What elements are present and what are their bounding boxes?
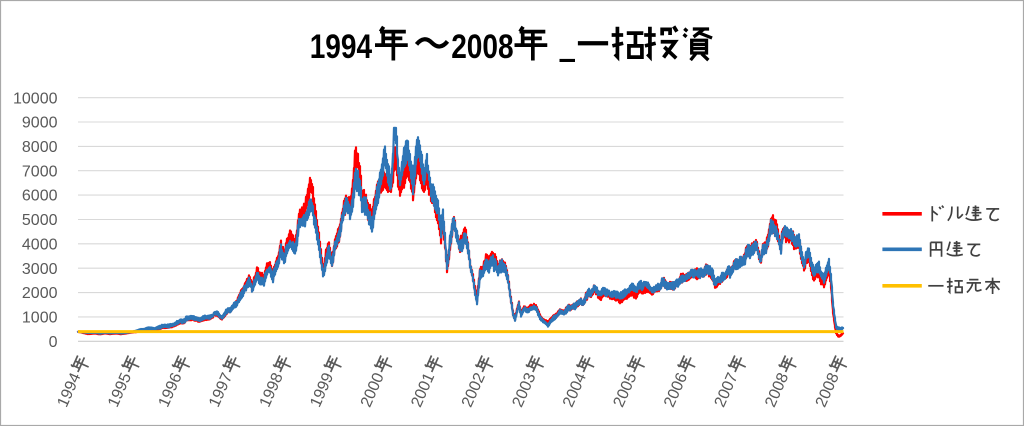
svg-text:9000: 9000 xyxy=(22,115,58,132)
svg-text:6000: 6000 xyxy=(22,188,58,205)
svg-text:0: 0 xyxy=(49,334,58,351)
svg-text:8000: 8000 xyxy=(22,139,58,156)
svg-text:7000: 7000 xyxy=(22,163,58,180)
svg-text:5000: 5000 xyxy=(22,212,58,229)
svg-text:2008: 2008 xyxy=(451,28,513,66)
svg-text:1994: 1994 xyxy=(310,28,372,66)
svg-text:2000: 2000 xyxy=(22,285,58,302)
svg-text:4000: 4000 xyxy=(22,236,58,253)
svg-text:10000: 10000 xyxy=(13,90,58,107)
svg-text:3000: 3000 xyxy=(22,261,58,278)
svg-text:1000: 1000 xyxy=(22,310,58,327)
